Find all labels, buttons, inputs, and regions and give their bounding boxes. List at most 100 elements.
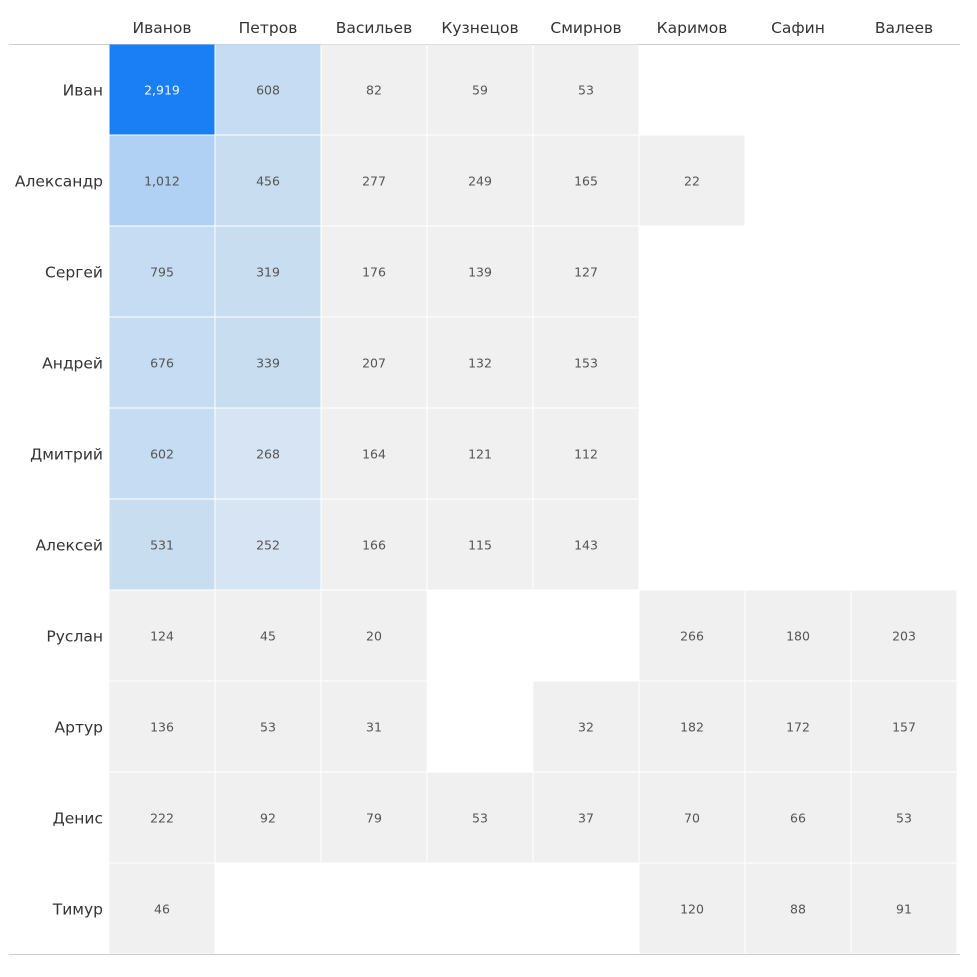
row-label: Александр: [15, 173, 103, 191]
cell-value-label: 91: [896, 902, 912, 917]
row-label: Алексей: [35, 537, 103, 555]
column-label: Иванов: [133, 19, 192, 37]
heatmap-cell: [109, 772, 215, 863]
cell-value-label: 127: [574, 265, 598, 280]
heatmap-cell: [109, 135, 215, 226]
heatmap-cell: [427, 44, 533, 135]
cell-value-label: 207: [362, 356, 386, 371]
column-label: Кузнецов: [441, 19, 518, 37]
cell-value-label: 79: [366, 811, 382, 826]
cell-value-label: 608: [256, 83, 280, 98]
heatmap-cell: [427, 317, 533, 408]
heatmap-cell: [745, 772, 851, 863]
column-labels: Иванов Петров Васильев Кузнецов Смирнов Карим…: [133, 19, 934, 37]
column-label: Каримов: [657, 19, 728, 37]
heatmap-cell: [109, 863, 215, 954]
row-labels: Иван Александр Сергей Андрей Дмитрий Алексей Р…: [15, 82, 103, 919]
column-label: Сафин: [771, 19, 825, 37]
heatmap-cell: [215, 135, 321, 226]
cell-value-label: 602: [150, 447, 174, 462]
heatmap-cell: [215, 681, 321, 772]
cell-value-label: 59: [472, 83, 488, 98]
cell-value-label: 795: [150, 265, 174, 280]
heatmap-cell: [851, 590, 957, 681]
heatmap-cell: [639, 863, 745, 954]
cell-value-label: 2,919: [144, 83, 180, 98]
heatmap-cell: [533, 408, 639, 499]
cell-value-label: 222: [150, 811, 174, 826]
heatmap-cell: [427, 772, 533, 863]
heatmap-cell: [215, 408, 321, 499]
heatmap-cell: [215, 44, 321, 135]
heatmap-cell: [321, 590, 427, 681]
heatmap-cell: [851, 772, 957, 863]
cell-value-label: 266: [680, 629, 704, 644]
heatmap-cell: [109, 226, 215, 317]
heatmap-cell: [215, 772, 321, 863]
heatmap-cell: [109, 681, 215, 772]
cell-value-label: 153: [574, 356, 598, 371]
cell-value-label: 531: [150, 538, 174, 553]
heatmap-cell: [533, 317, 639, 408]
heatmap-cell: [639, 590, 745, 681]
row-label: Руслан: [46, 628, 103, 646]
cell-value-label: 53: [260, 720, 276, 735]
cell-value-label: 46: [154, 902, 170, 917]
cell-value-label: 45: [260, 629, 276, 644]
heatmap-cell: [321, 499, 427, 590]
row-label: Денис: [53, 810, 103, 828]
cell-value-label: 277: [362, 174, 386, 189]
heatmap-cell: [745, 681, 851, 772]
heatmap-cell: [109, 408, 215, 499]
cell-value-label: 166: [362, 538, 386, 553]
heatmap-cell: [533, 772, 639, 863]
row-label: Артур: [55, 719, 103, 737]
heatmap-cell: [427, 499, 533, 590]
cell-value-label: 32: [578, 720, 594, 735]
cell-value-label: 82: [366, 83, 382, 98]
cell-value-label: 249: [468, 174, 492, 189]
cell-value-label: 139: [468, 265, 492, 280]
heatmap-cell: [321, 226, 427, 317]
cell-value-label: 88: [790, 902, 806, 917]
heatmap-cell: [533, 44, 639, 135]
heatmap-cell: [427, 135, 533, 226]
cell-value-label: 112: [574, 447, 598, 462]
cell-value-label: 121: [468, 447, 492, 462]
cell-value-label: 22: [684, 174, 700, 189]
heatmap-cell: [321, 681, 427, 772]
heatmap-cell: [533, 681, 639, 772]
row-label: Иван: [63, 82, 103, 100]
cell-value-label: 70: [684, 811, 700, 826]
heatmap-cell: [109, 590, 215, 681]
cell-value-label: 1,012: [144, 174, 180, 189]
heatmap-cell: [215, 226, 321, 317]
heatmap-cell: [427, 226, 533, 317]
row-label: Андрей: [42, 355, 103, 373]
cell-value-label: 176: [362, 265, 386, 280]
row-label: Тимур: [52, 901, 103, 919]
heatmap-cell: [321, 135, 427, 226]
cell-value-label: 115: [468, 538, 492, 553]
column-label: Петров: [239, 19, 298, 37]
cell-value-label: 53: [472, 811, 488, 826]
heatmap-cell: [321, 317, 427, 408]
cell-value-label: 37: [578, 811, 594, 826]
heatmap-cell: [215, 499, 321, 590]
heatmap-cell: [321, 772, 427, 863]
cell-value-label: 136: [150, 720, 174, 735]
cell-value-label: 339: [256, 356, 280, 371]
heatmap-cell: [109, 499, 215, 590]
cell-value-label: 66: [790, 811, 806, 826]
cell-value-label: 132: [468, 356, 492, 371]
cell-value-label: 143: [574, 538, 598, 553]
cell-value-label: 268: [256, 447, 280, 462]
heatmap-cell: [427, 408, 533, 499]
cell-value-label: 165: [574, 174, 598, 189]
cell-value-label: 172: [786, 720, 810, 735]
cell-value-label: 252: [256, 538, 280, 553]
cell-value-label: 20: [366, 629, 382, 644]
heatmap-cell: [321, 44, 427, 135]
